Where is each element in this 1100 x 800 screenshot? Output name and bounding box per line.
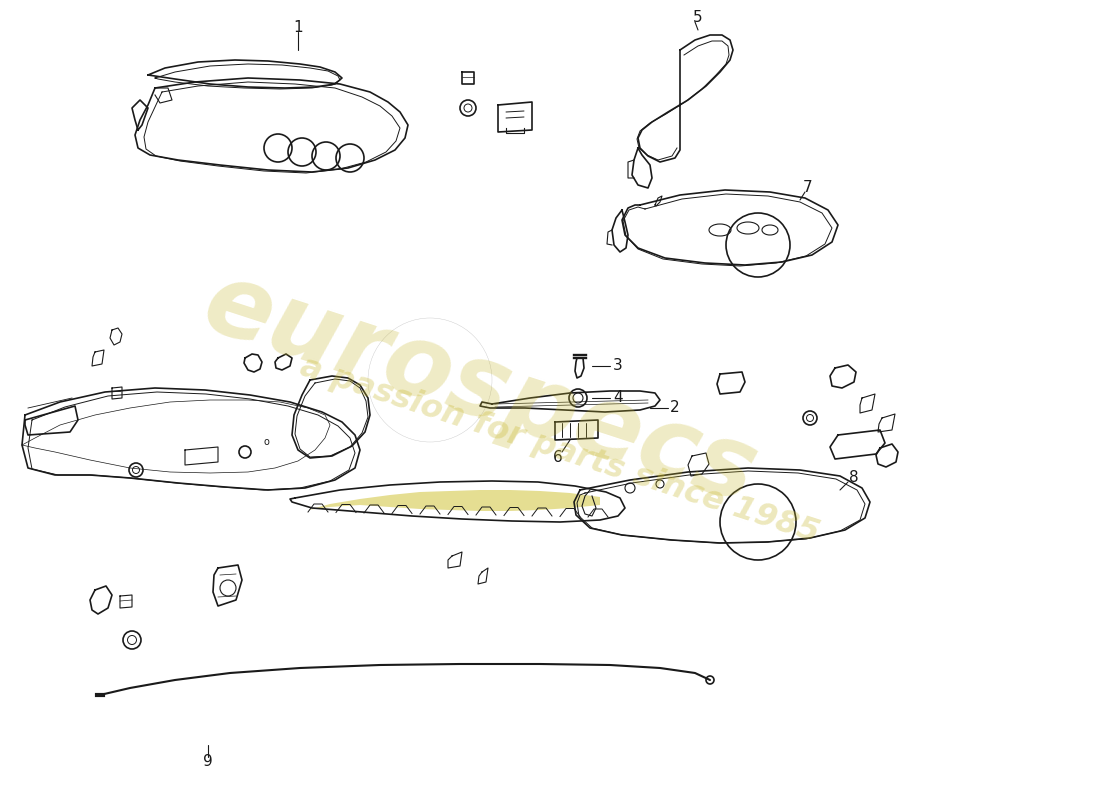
- Text: 2: 2: [670, 401, 680, 415]
- Text: 6: 6: [553, 450, 563, 466]
- Text: 5: 5: [693, 10, 703, 26]
- Text: 8: 8: [849, 470, 859, 486]
- Text: o: o: [263, 437, 268, 447]
- Polygon shape: [308, 490, 600, 511]
- Text: 9: 9: [204, 754, 213, 770]
- Text: 1: 1: [294, 19, 302, 34]
- Text: 4: 4: [613, 390, 623, 406]
- Text: a passion for parts since 1985: a passion for parts since 1985: [297, 351, 824, 549]
- Text: eurospecs: eurospecs: [191, 255, 769, 525]
- Text: 3: 3: [613, 358, 623, 374]
- Text: 7: 7: [803, 181, 813, 195]
